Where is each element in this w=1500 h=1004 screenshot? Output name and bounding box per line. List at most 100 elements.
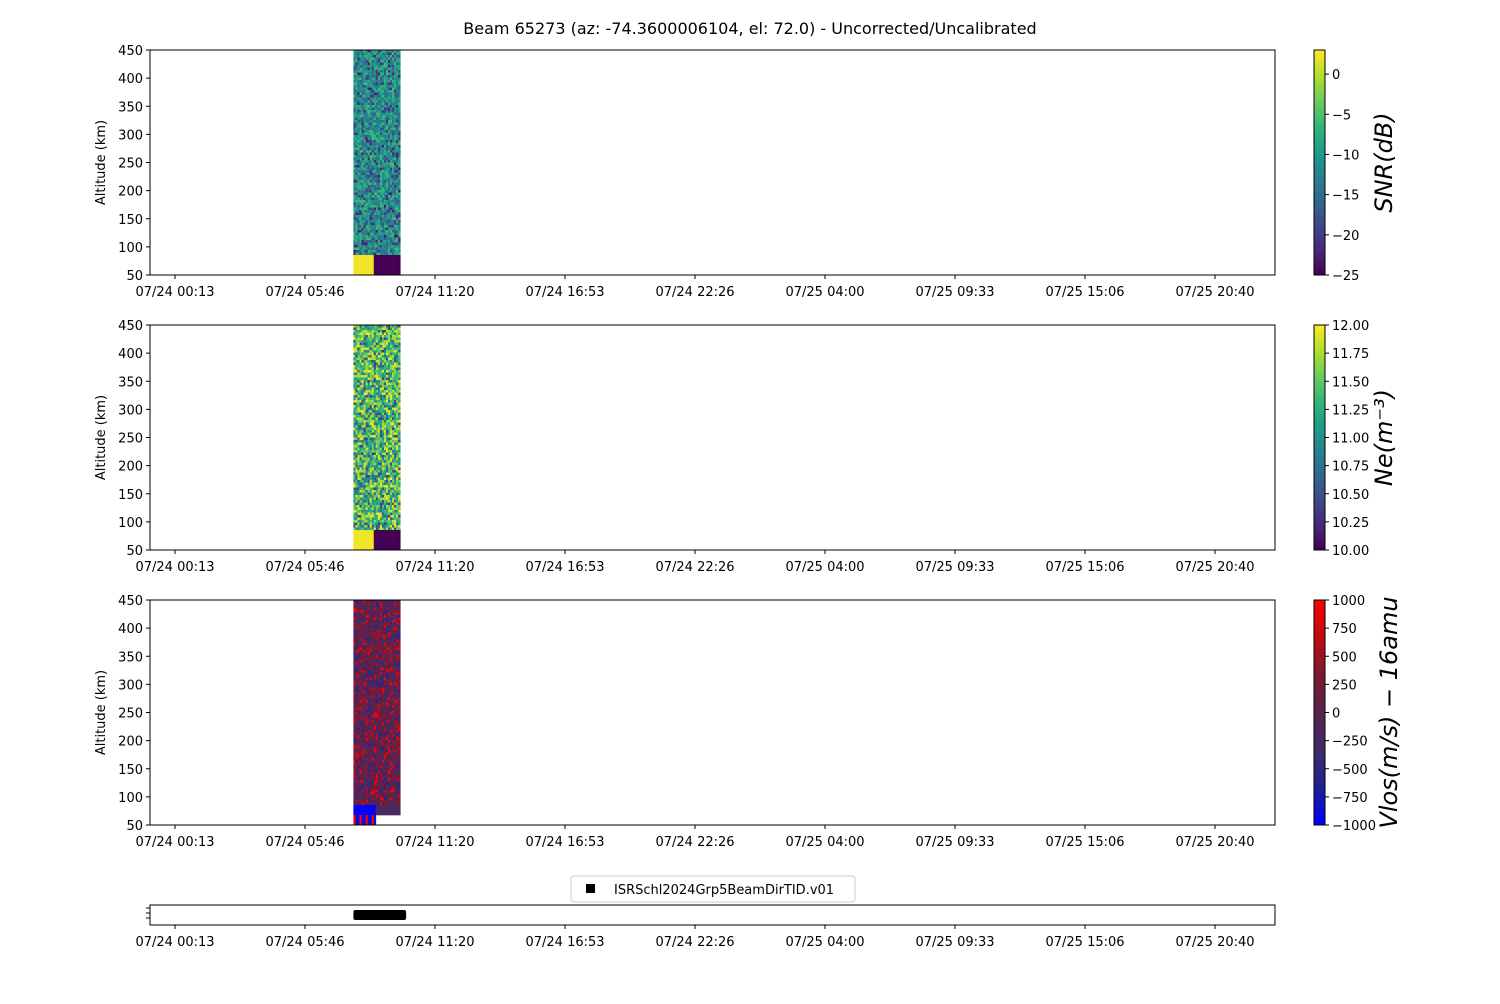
heatmap-cell (368, 775, 370, 778)
heatmap-cell (396, 198, 398, 201)
heatmap-cell (394, 520, 396, 523)
heatmap-cell (372, 183, 374, 186)
heatmap-cell (388, 60, 390, 63)
heatmap-cell (364, 520, 366, 523)
y-tick-label: 300 (118, 128, 143, 143)
heatmap-cell (368, 615, 370, 618)
heatmap-cell (362, 518, 364, 521)
heatmap-cell (366, 670, 368, 673)
heatmap-cell (398, 138, 400, 141)
heatmap-cell (380, 180, 382, 183)
heatmap-cell (360, 380, 362, 383)
heatmap-cell (366, 65, 368, 68)
heatmap-cell (376, 215, 378, 218)
heatmap-cell (396, 148, 398, 151)
heatmap-cell (364, 755, 366, 758)
heatmap-cell (353, 500, 355, 503)
heatmap-cell (366, 183, 368, 186)
heatmap-cell (368, 488, 370, 491)
heatmap-cell (362, 620, 364, 623)
heatmap-cell (362, 135, 364, 138)
heatmap-cell (390, 145, 392, 148)
heatmap-cell (357, 200, 359, 203)
heatmap-cell (378, 228, 380, 231)
heatmap-cell (357, 178, 359, 181)
heatmap-cell (390, 510, 392, 513)
colorbar-tick-label: −20 (1332, 229, 1359, 244)
heatmap-cell (382, 180, 384, 183)
heatmap-cell (394, 338, 396, 341)
heatmap-cell (355, 348, 357, 351)
heatmap-cell (376, 98, 378, 101)
heatmap-cell (355, 513, 357, 516)
heatmap-cell (380, 163, 382, 166)
heatmap-cell (370, 190, 372, 193)
heatmap-cell (396, 103, 398, 106)
heatmap-cell (384, 515, 386, 518)
heatmap-cell (368, 765, 370, 768)
heatmap-cell (378, 508, 380, 511)
heatmap-cell (360, 523, 362, 526)
heatmap-cell (357, 718, 359, 721)
heatmap-cell (357, 788, 359, 791)
heatmap-cell (368, 500, 370, 503)
heatmap-cell (392, 125, 394, 128)
heatmap-cell (360, 98, 362, 101)
heatmap-cell (355, 770, 357, 773)
heatmap-cell (398, 268, 400, 271)
heatmap-cell (382, 248, 384, 251)
heatmap-cell (353, 408, 355, 411)
heatmap-cell (382, 200, 384, 203)
heatmap-cell (366, 343, 368, 346)
heatmap-cell (353, 385, 355, 388)
heatmap-cell (386, 420, 388, 423)
heatmap-cell (376, 190, 378, 193)
heatmap-cell (353, 380, 355, 383)
heatmap-cell (392, 368, 394, 371)
heatmap-cell (357, 388, 359, 391)
heatmap-cell (357, 230, 359, 233)
heatmap-cell (355, 345, 357, 348)
heatmap-cell (353, 745, 355, 748)
heatmap-cell (355, 250, 357, 253)
heatmap-cell (390, 53, 392, 56)
heatmap-cell (357, 413, 359, 416)
heatmap-cell (382, 75, 384, 78)
heatmap-cell (390, 435, 392, 438)
heatmap-cell (392, 173, 394, 176)
heatmap-cell (370, 440, 372, 443)
heatmap-cell (353, 220, 355, 223)
heatmap-cell (394, 183, 396, 186)
heatmap-cell (362, 400, 364, 403)
heatmap-cell (378, 198, 380, 201)
heatmap-cell (368, 510, 370, 513)
heatmap-cell (362, 233, 364, 236)
heatmap-cell (362, 228, 364, 231)
heatmap-cell (378, 415, 380, 418)
heatmap-cell (378, 455, 380, 458)
heatmap-cell (353, 735, 355, 738)
heatmap-cell (366, 330, 368, 333)
heatmap-cell (394, 500, 396, 503)
heatmap-cell (386, 98, 388, 101)
heatmap-cell (378, 155, 380, 158)
heatmap-cell (386, 110, 388, 113)
heatmap-cell (360, 78, 362, 81)
heatmap-cell (353, 88, 355, 91)
heatmap-cell (355, 650, 357, 653)
heatmap-cell (394, 158, 396, 161)
heatmap-cell (364, 130, 366, 133)
heatmap-cell (384, 468, 386, 471)
heatmap-cell (384, 493, 386, 496)
heatmap-cell (360, 728, 362, 731)
heatmap-cell (374, 163, 376, 166)
heatmap-cell (353, 715, 355, 718)
heatmap-cell (362, 723, 364, 726)
heatmap-cell (370, 270, 372, 273)
heatmap-cell (396, 223, 398, 226)
heatmap-cell (398, 520, 400, 523)
heatmap-cell (355, 185, 357, 188)
heatmap-cell (362, 378, 364, 381)
heatmap-cell (357, 90, 359, 93)
heatmap-cell (372, 528, 374, 531)
